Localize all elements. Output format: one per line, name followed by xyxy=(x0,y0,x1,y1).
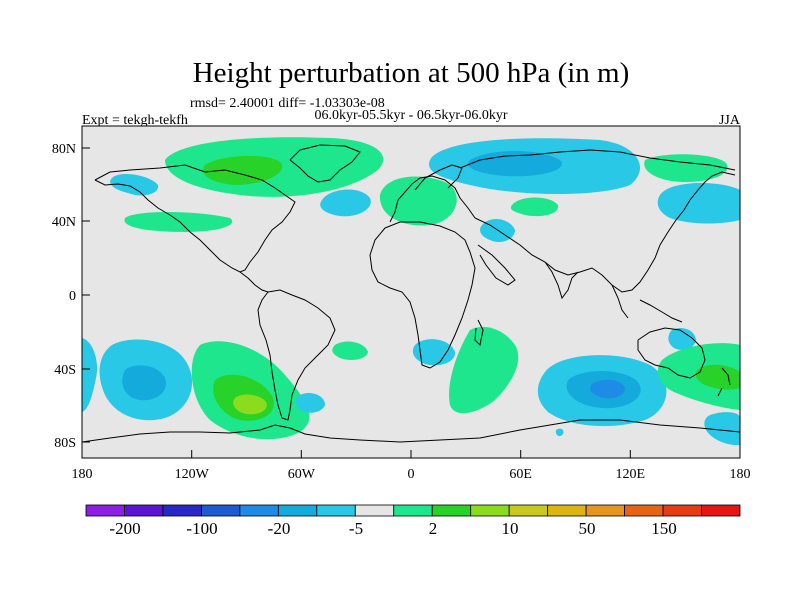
colorbar-box xyxy=(85,504,125,517)
region-south-pacific-core xyxy=(122,365,166,401)
coast-scandinavia xyxy=(414,164,463,191)
region-south-atlantic-east xyxy=(449,326,519,414)
x-tick-label: 120E xyxy=(616,467,646,482)
region-siberia-core xyxy=(468,151,562,177)
region-west-antarctic xyxy=(704,412,740,446)
y-tick-label: 80N xyxy=(52,142,76,157)
coast-arctic-asia xyxy=(459,149,736,171)
x-tick-label: 0 xyxy=(408,467,415,482)
coast-madagascar xyxy=(474,319,484,347)
colorbar-box xyxy=(470,504,510,517)
colorbar-box xyxy=(547,504,587,517)
colorbar-label: -5 xyxy=(349,519,363,538)
region-australia xyxy=(668,328,696,350)
season-label: JJA xyxy=(719,113,741,128)
period-label: 06.0kyr-05.5kyr - 06.5kyr-06.0kyr xyxy=(314,108,507,123)
colorbar-label: 50 xyxy=(579,519,596,538)
contour-fills xyxy=(82,137,740,446)
colorbar-box xyxy=(624,504,664,517)
y-tick-label: 40N xyxy=(52,215,76,230)
region-southeast-pacific-max xyxy=(233,394,267,415)
x-tick-label: 60W xyxy=(288,467,316,482)
region-west-pacific-edge xyxy=(82,338,98,412)
colorbar-box xyxy=(201,504,241,517)
coast-new-zealand xyxy=(717,367,731,397)
coastlines xyxy=(82,144,740,443)
colorbar-labels: -200 -100 -20 -5 2 10 50 150 xyxy=(109,519,676,538)
colorbar-box xyxy=(701,504,741,517)
x-tick-label: 120W xyxy=(175,467,210,482)
region-europe xyxy=(379,176,457,226)
colorbar-box xyxy=(354,504,395,517)
y-axis-labels: 80N 40N 0 40S 80S xyxy=(52,142,76,451)
y-tick-label: 80S xyxy=(54,436,76,451)
colorbar-box xyxy=(316,504,356,517)
colorbar-box xyxy=(431,504,472,517)
coast-asia xyxy=(474,171,736,293)
x-tick-label: 180 xyxy=(72,467,93,482)
region-tasman-core xyxy=(695,364,740,390)
region-southern-indian-core xyxy=(589,379,625,399)
region-central-asia xyxy=(510,197,559,217)
chart-title: Height perturbation at 500 hPa (in m) xyxy=(193,57,630,89)
colorbar-label: -20 xyxy=(268,519,291,538)
coast-north-america xyxy=(94,164,296,273)
coast-india xyxy=(544,261,579,300)
colorbar-box xyxy=(239,504,279,517)
colorbar-box xyxy=(162,504,202,517)
x-tick-label: 60E xyxy=(509,467,532,482)
colorbar-label: -200 xyxy=(109,519,140,538)
coast-antarctica xyxy=(82,419,740,443)
colorbar-box xyxy=(124,504,164,517)
region-north-america xyxy=(124,212,233,232)
region-north-pacific xyxy=(657,183,740,224)
region-south-atlantic-mid xyxy=(412,339,456,366)
region-south-atlantic-west xyxy=(332,341,368,360)
axis-ticks xyxy=(81,147,741,458)
colorbar-box xyxy=(662,504,702,517)
colorbar-label: -100 xyxy=(186,519,217,538)
y-tick-label: 40S xyxy=(54,363,76,378)
map-panel xyxy=(82,126,740,458)
colorbar-box xyxy=(277,504,318,517)
region-north-atlantic xyxy=(320,189,371,217)
colorbar-box xyxy=(508,504,549,517)
experiment-label: Expt = tekgh-tekfh xyxy=(82,113,188,128)
colorbar xyxy=(85,504,741,517)
region-cape-horn xyxy=(295,393,325,413)
colorbar-label: 150 xyxy=(651,519,677,538)
colorbar-box xyxy=(585,504,625,517)
x-axis-labels: 180 120W 60W 0 60E 120E 180 xyxy=(72,467,751,482)
coast-south-america xyxy=(257,289,336,421)
coast-se-asia xyxy=(611,284,683,323)
region-arctic-canada-inner xyxy=(203,155,283,185)
colorbar-label: 10 xyxy=(502,519,519,538)
coast-greenland xyxy=(289,144,361,183)
colorbar-box xyxy=(393,504,433,517)
stats-label: rmsd= 2.40001 diff= -1.03303e-08 xyxy=(190,96,385,111)
x-tick-label: 180 xyxy=(730,467,751,482)
region-east-siberia xyxy=(644,154,728,182)
coast-africa xyxy=(369,221,476,369)
coast-arabia xyxy=(477,244,516,286)
y-tick-label: 0 xyxy=(69,289,76,304)
colorbar-label: 2 xyxy=(429,519,438,538)
region-antarctic-coast xyxy=(555,428,564,437)
region-alaska xyxy=(110,174,159,196)
coast-australia xyxy=(637,327,706,379)
coast-central-america xyxy=(239,271,269,293)
